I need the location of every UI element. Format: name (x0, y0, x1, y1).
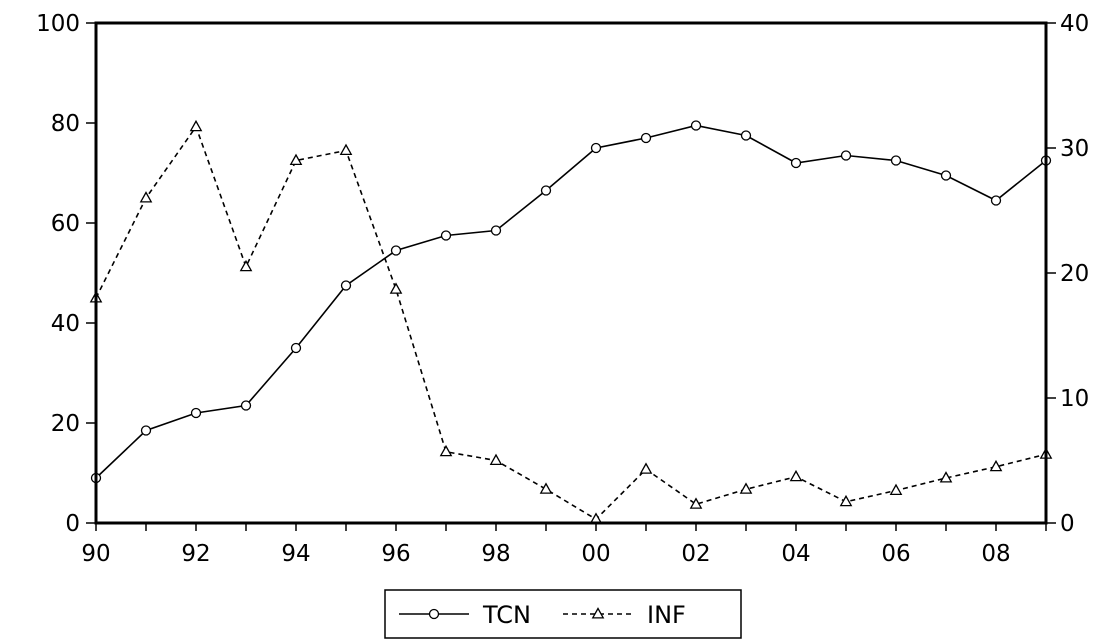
data-point-tcn (890, 155, 902, 166)
x-tick-label: 90 (81, 541, 110, 567)
data-point-inf (439, 444, 453, 457)
legend-marker-tcn (428, 608, 440, 620)
data-point-inf (189, 119, 203, 132)
data-point-inf (989, 459, 1003, 472)
x-tick-label: 96 (381, 541, 410, 567)
data-point-tcn (240, 400, 252, 411)
plot-layer (89, 119, 1053, 524)
left-tick-label: 80 (51, 111, 80, 137)
data-point-inf (389, 282, 403, 294)
data-point-tcn (290, 342, 302, 354)
data-point-inf (839, 494, 853, 507)
data-point-tcn (490, 225, 502, 236)
data-point-inf (239, 259, 253, 272)
legend-label-inf: INF (647, 601, 686, 629)
data-point-tcn (690, 120, 702, 131)
data-point-inf (889, 483, 903, 496)
data-point-tcn (940, 170, 952, 181)
data-point-tcn (990, 195, 1002, 206)
data-point-tcn (590, 142, 602, 154)
right-tick-label: 0 (1060, 511, 1075, 537)
data-point-tcn (440, 230, 452, 241)
right-tick-label: 40 (1060, 11, 1089, 37)
x-tick-label: 94 (281, 541, 310, 567)
legend-marker-inf (591, 607, 605, 619)
right-tick-label: 10 (1060, 386, 1089, 412)
legend-label-tcn: TCN (482, 601, 531, 629)
x-tick-label: 06 (881, 541, 910, 567)
left-tick-label: 60 (51, 211, 80, 237)
data-point-inf (739, 482, 753, 494)
series-line-tcn (95, 124, 1047, 479)
data-point-inf (139, 191, 153, 203)
data-point-inf (289, 153, 303, 166)
left-tick-label: 20 (51, 411, 80, 437)
right-tick-label: 20 (1060, 261, 1089, 287)
left-tick-label: 100 (36, 11, 80, 37)
data-point-tcn (840, 150, 852, 161)
data-point-tcn (540, 185, 552, 196)
x-tick-label: 92 (181, 541, 210, 567)
data-point-tcn (640, 132, 652, 144)
legend: TCN INF (384, 589, 742, 639)
data-point-tcn (740, 130, 752, 141)
x-tick-label: 02 (681, 541, 710, 567)
data-point-tcn (790, 157, 802, 169)
data-point-inf (489, 453, 503, 466)
x-tick-label: 98 (481, 541, 510, 567)
series-line-inf (95, 125, 1047, 521)
x-tick-label: 00 (581, 541, 610, 567)
data-point-inf (789, 469, 803, 482)
data-point-inf (639, 462, 653, 474)
data-point-tcn (390, 245, 402, 256)
right-tick-label: 30 (1060, 136, 1089, 162)
data-point-tcn (190, 407, 202, 419)
axes-layer: 90 92 94 96 98 00 02 04 06 08 0 20 40 60 80 100 0 10 20 30 4… (36, 11, 1089, 567)
x-tick-label: 08 (981, 541, 1010, 567)
data-point-inf (539, 482, 553, 494)
left-tick-label: 0 (65, 511, 80, 537)
data-point-inf (939, 471, 953, 483)
data-point-tcn (340, 280, 352, 291)
data-point-tcn (140, 425, 152, 436)
left-tick-label: 40 (51, 311, 80, 337)
x-tick-label: 04 (781, 541, 810, 567)
data-point-inf (339, 143, 353, 156)
data-point-inf (689, 497, 703, 509)
